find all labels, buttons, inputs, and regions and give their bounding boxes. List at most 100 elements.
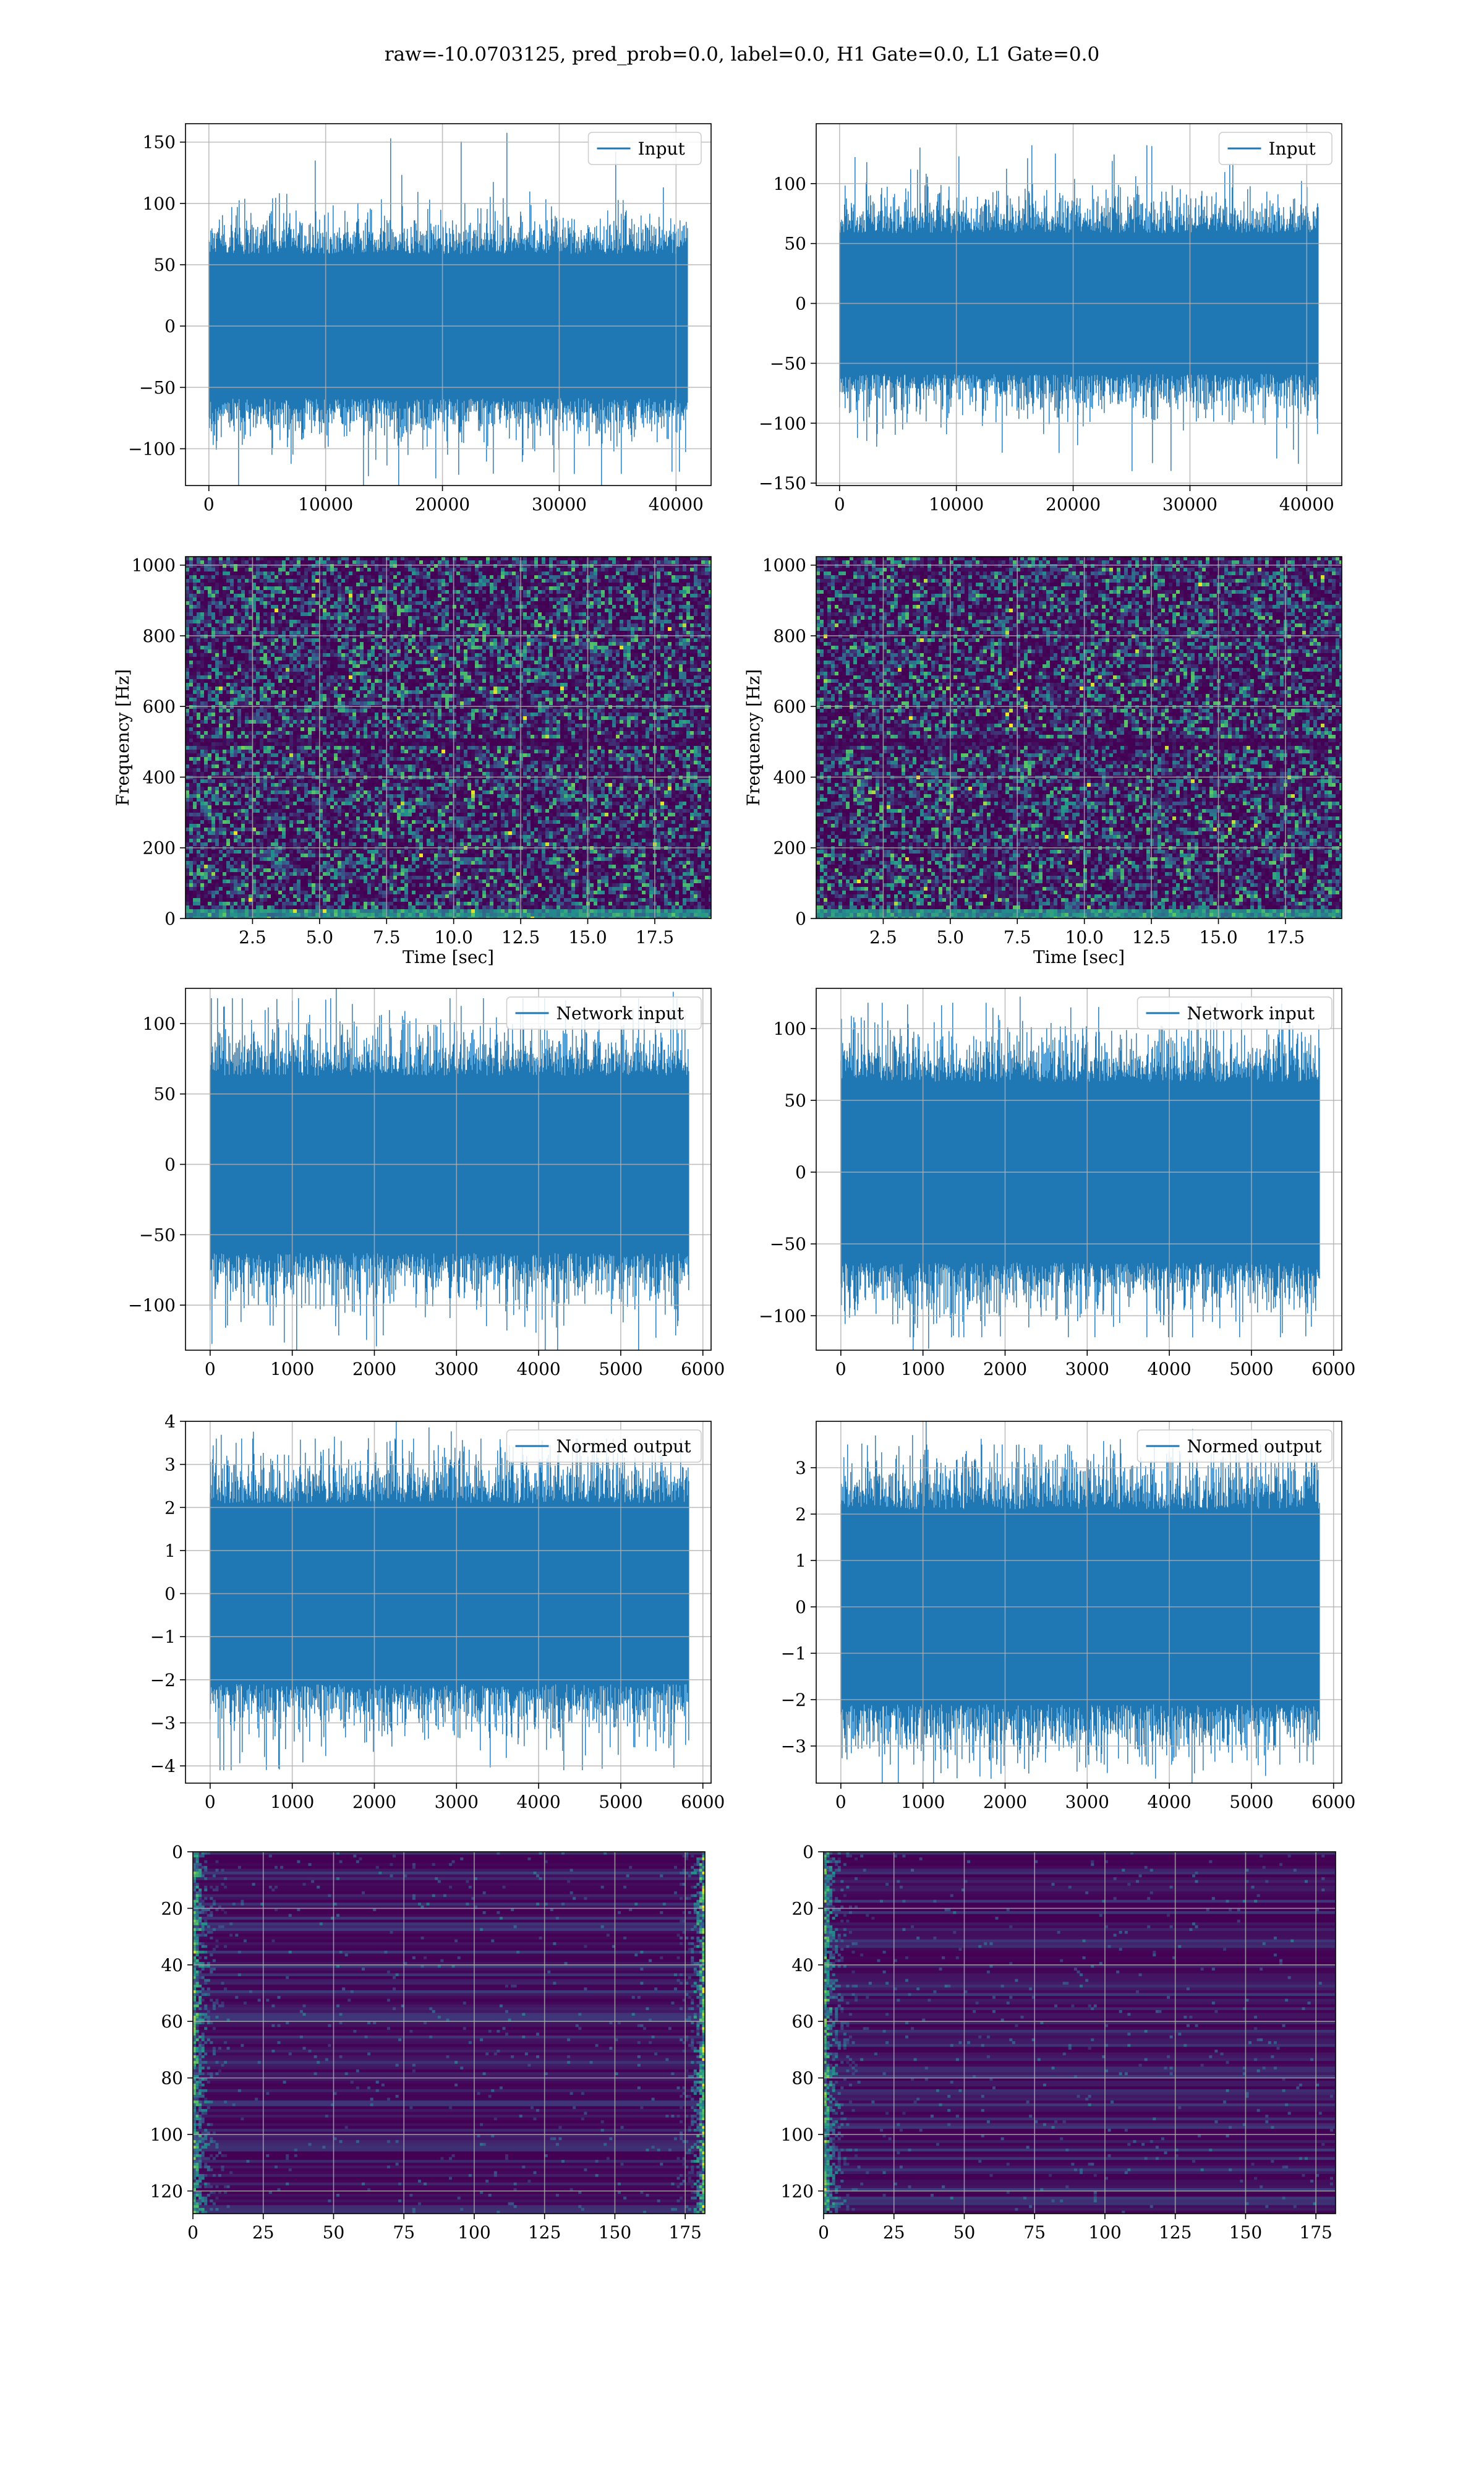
x-tick-label: 1000 bbox=[901, 1359, 945, 1379]
y-axis-label: Frequency [Hz] bbox=[113, 669, 133, 806]
series-line bbox=[840, 996, 1320, 1350]
y-tick-label: −2 bbox=[150, 1670, 176, 1690]
x-tick-label: 20000 bbox=[415, 494, 470, 515]
y-tick-label: 0 bbox=[164, 909, 176, 929]
x-tick-label: 20000 bbox=[1046, 494, 1101, 515]
legend: Network input bbox=[506, 996, 702, 1030]
y-tick-label: 3 bbox=[164, 1455, 176, 1475]
x-tick-label: 50 bbox=[323, 2222, 345, 2243]
grid-lines bbox=[816, 988, 1342, 1350]
x-tick-label: 0 bbox=[205, 1359, 216, 1379]
x-tick-label: 125 bbox=[528, 2222, 561, 2243]
spectrogram-h1-chart: 2.5 5.0 7.5 10.0 12.5 15.0 17.5 0 200 400 600 800 10… bbox=[113, 555, 712, 967]
input-l1-chart: 0 10000 20000 30000 40000 −150 −100 −50 0 50 100 In… bbox=[759, 123, 1342, 515]
x-tick-label: 25 bbox=[883, 2222, 905, 2243]
axes-frame bbox=[185, 123, 712, 486]
y-tick-label: 40 bbox=[161, 1955, 183, 1975]
y-tick-label: 80 bbox=[161, 2068, 183, 2089]
legend: Network input bbox=[1136, 996, 1333, 1030]
x-axis-label: Time [sec] bbox=[1033, 947, 1125, 967]
x-tick-label: 12.5 bbox=[1132, 927, 1171, 948]
x-tick-label: 3000 bbox=[435, 1792, 479, 1812]
legend-entry: Network input bbox=[1187, 1003, 1315, 1024]
legend-entry: Input bbox=[638, 139, 686, 159]
normed-output-l1-chart: 0 1000 2000 3000 4000 5000 6000 −3 −2 −1 0 1 2 3 Norme… bbox=[781, 1421, 1355, 1812]
y-tick-label: 0 bbox=[172, 1842, 183, 1862]
y-tick-label: 100 bbox=[143, 1014, 176, 1034]
x-tick-label: 12.5 bbox=[501, 927, 540, 948]
y-tick-label: −3 bbox=[150, 1713, 176, 1734]
grid-lines bbox=[186, 124, 711, 486]
y-tick-label: 1000 bbox=[132, 555, 176, 576]
x-tick-label: 6000 bbox=[1311, 1792, 1355, 1812]
y-tick-label: −3 bbox=[781, 1736, 806, 1757]
x-tick-label: 4000 bbox=[516, 1359, 560, 1379]
x-tick-label: 3000 bbox=[435, 1359, 479, 1379]
y-tick-label: −50 bbox=[770, 1234, 806, 1254]
series-line bbox=[840, 1421, 1320, 1783]
y-tick-label: 20 bbox=[161, 1898, 183, 1919]
x-tick-label: 5000 bbox=[599, 1792, 642, 1812]
y-tick-label: −100 bbox=[128, 1295, 176, 1316]
grid-lines bbox=[186, 557, 711, 919]
grid-lines bbox=[816, 124, 1342, 486]
axes-frame bbox=[192, 1851, 706, 2214]
axes-frame bbox=[185, 556, 712, 919]
x-tick-label: 3000 bbox=[1065, 1792, 1109, 1812]
y-tick-label: −100 bbox=[128, 439, 176, 460]
x-tick-label: 175 bbox=[668, 2222, 701, 2243]
y-tick-label: 2 bbox=[164, 1497, 176, 1518]
axes-frame bbox=[816, 1421, 1342, 1784]
x-tick-label: 0 bbox=[818, 2222, 829, 2243]
x-tick-label: 10.0 bbox=[435, 927, 473, 948]
x-tick-label: 15.0 bbox=[568, 927, 607, 948]
series-line bbox=[210, 1421, 689, 1771]
y-tick-label: 40 bbox=[791, 1955, 814, 1975]
legend-entry: Normed output bbox=[556, 1436, 692, 1457]
y-tick-label: −50 bbox=[139, 1225, 176, 1245]
y-tick-label: −50 bbox=[770, 353, 806, 374]
y-tick-label: 80 bbox=[791, 2068, 814, 2089]
network-input-h1-chart: 0 1000 2000 3000 4000 5000 6000 −100 −50 0 50 100 Ne… bbox=[128, 988, 725, 1379]
x-tick-label: 0 bbox=[835, 1792, 846, 1812]
axes-frame bbox=[823, 1851, 1336, 2214]
legend-entry: Input bbox=[1269, 139, 1316, 159]
x-tick-label: 40000 bbox=[1279, 494, 1334, 515]
y-tick-label: 20 bbox=[791, 1898, 814, 1919]
x-tick-label: 40000 bbox=[649, 494, 704, 515]
x-tick-label: 100 bbox=[458, 2222, 490, 2243]
y-tick-label: −1 bbox=[150, 1627, 176, 1647]
grid-lines bbox=[823, 1851, 1336, 2214]
y-tick-label: 0 bbox=[795, 294, 806, 314]
x-tick-label: 17.5 bbox=[636, 927, 674, 948]
y-tick-label: 1 bbox=[164, 1541, 176, 1561]
y-tick-label: 400 bbox=[774, 767, 806, 787]
grid-lines bbox=[816, 1421, 1342, 1783]
y-tick-label: 1000 bbox=[762, 555, 806, 576]
legend-entry: Network input bbox=[556, 1003, 684, 1024]
x-tick-label: 30000 bbox=[532, 494, 587, 515]
x-tick-label: 2000 bbox=[983, 1792, 1027, 1812]
y-tick-label: 0 bbox=[164, 1155, 176, 1175]
x-tick-label: 2.5 bbox=[239, 927, 267, 948]
feature-map-l1-chart: 0 25 50 75 100 125 150 175 0 20 40 60 80 100 120 bbox=[781, 1842, 1336, 2243]
y-tick-label: 0 bbox=[795, 1597, 806, 1617]
x-tick-label: 150 bbox=[1229, 2222, 1262, 2243]
y-tick-label: 50 bbox=[784, 234, 806, 254]
x-tick-label: 75 bbox=[393, 2222, 415, 2243]
x-axis-label: Time [sec] bbox=[403, 947, 494, 967]
x-tick-label: 5.0 bbox=[306, 927, 334, 948]
y-tick-label: 100 bbox=[774, 174, 806, 194]
spectrogram-l1-chart: 2.5 5.0 7.5 10.0 12.5 15.0 17.5 0 200 400 600 800 10… bbox=[743, 555, 1342, 967]
plot-area bbox=[193, 1852, 705, 2214]
legend: Input bbox=[1218, 132, 1333, 165]
y-tick-label: −50 bbox=[139, 377, 176, 398]
x-tick-label: 6000 bbox=[681, 1792, 725, 1812]
y-tick-label: −2 bbox=[781, 1690, 806, 1710]
y-tick-label: 1 bbox=[795, 1551, 806, 1571]
x-tick-label: 5000 bbox=[599, 1359, 642, 1379]
y-tick-label: 100 bbox=[150, 2125, 183, 2145]
y-axis-label: Frequency [Hz] bbox=[743, 669, 764, 806]
y-tick-label: 100 bbox=[774, 1019, 806, 1039]
